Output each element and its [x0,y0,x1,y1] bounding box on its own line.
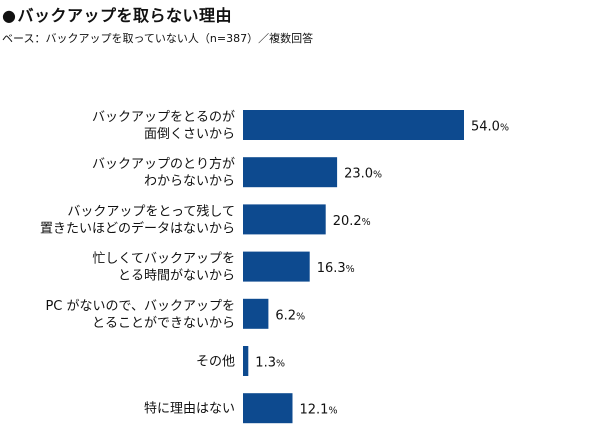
value-number: 16.3 [317,261,346,276]
category-label-line: バックアップをとって残して [67,204,235,219]
bar-4 [243,298,269,329]
value-unit: % [328,406,337,417]
value-unit: % [346,264,355,275]
category-label-line: PC がないので、バックアップを [45,299,235,314]
bar-3 [243,251,310,282]
value-number: 6.2 [275,308,296,323]
bullet-icon: ● [2,6,17,25]
category-label-0: バックアップをとるのが面倒くさいから [92,110,235,142]
value-label-6: 12.1% [300,403,338,418]
value-unit: % [373,170,382,181]
value-label-4: 6.2% [275,308,305,323]
value-label-5: 1.3% [255,356,285,371]
value-label-0: 54.0% [471,120,509,135]
value-label-2: 20.2% [333,214,371,229]
category-label-line: バックアップをとるのが [92,110,235,125]
chart-subtitle: ベース：バックアップを取っていない人（n=387）／複数回答 [2,32,314,45]
category-label-2: バックアップをとって残して置きたいほどのデータはないから [40,204,235,236]
category-label-line: 忙しくてバックアップを [92,252,235,267]
value-unit: % [500,123,509,134]
value-label-3: 16.3% [317,261,355,276]
bar-5 [243,346,249,376]
value-number: 12.1 [300,403,329,418]
bar-6 [243,393,293,424]
category-label-line: とることができないから [92,316,235,331]
category-label-5: その他 [196,355,235,370]
value-number: 20.2 [333,214,362,229]
category-label-line: バックアップのとり方が [92,156,235,172]
category-label-line: 置きたいほどのデータはないから [40,220,235,236]
bar-1 [243,157,338,188]
category-label-6: 特に理由はない [144,402,235,417]
category-label-1: バックアップのとり方がわからないから [92,156,235,189]
category-label-line: 特に理由はない [144,402,235,417]
chart-title: ●バックアップを取らない理由 [2,2,232,26]
value-unit: % [296,311,305,322]
value-unit: % [362,217,371,228]
category-label-line: とる時間がないから [118,269,235,284]
value-number: 1.3 [255,356,276,371]
bar-0 [243,110,464,140]
category-label-4: PC がないので、バックアップをとることができないから [45,299,235,331]
bar-2 [243,204,326,235]
value-label-1: 23.0% [344,167,382,182]
value-unit: % [276,359,285,370]
category-label-line: その他 [196,355,235,370]
category-label-3: 忙しくてバックアップをとる時間がないから [92,252,235,284]
category-label-line: 面倒くさいから [144,127,235,142]
chart-title-text: バックアップを取らない理由 [17,6,232,25]
value-number: 54.0 [471,120,500,135]
value-number: 23.0 [344,167,373,182]
category-label-line: わからないから [144,174,235,189]
